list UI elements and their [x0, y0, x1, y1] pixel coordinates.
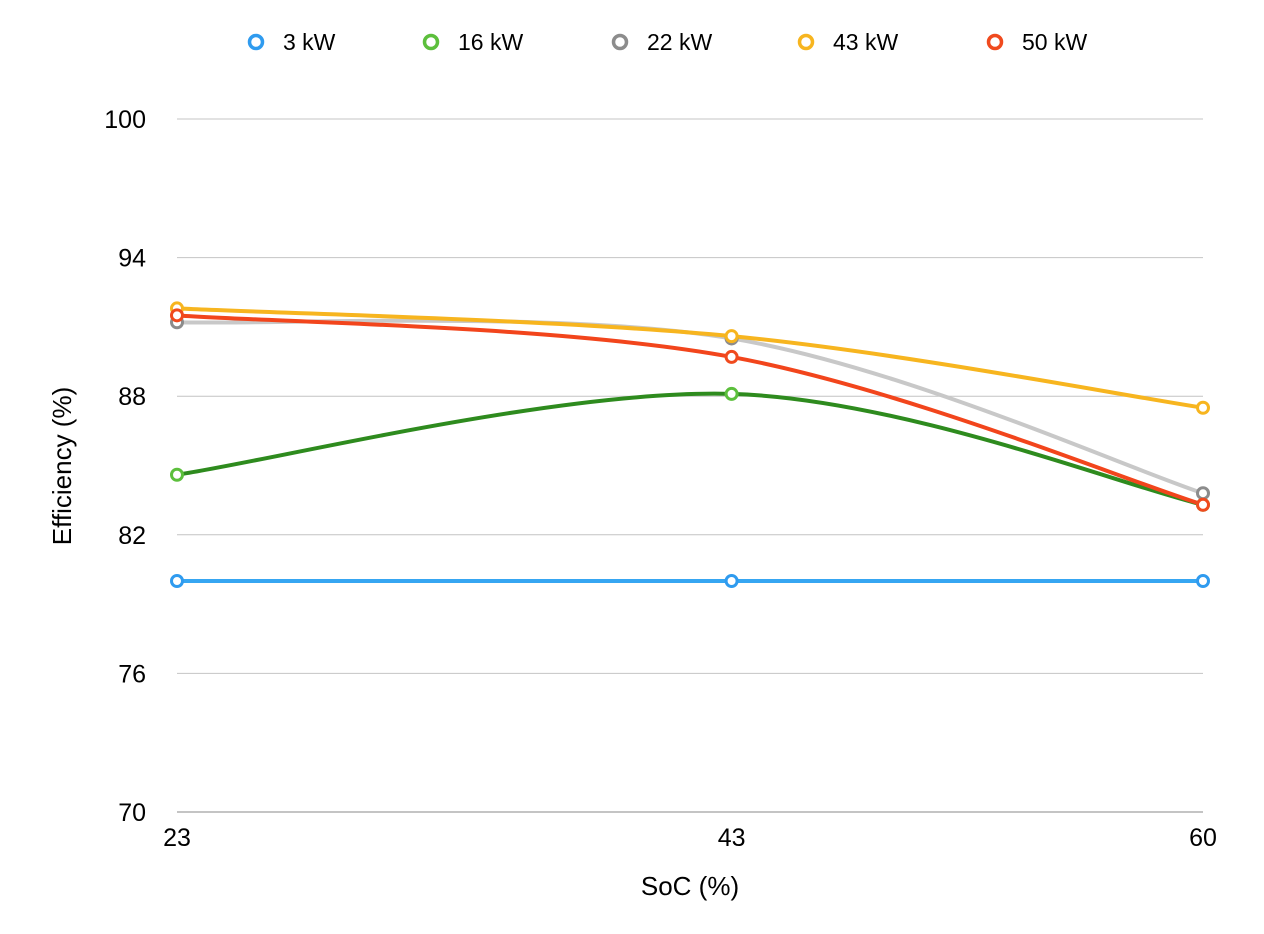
data-point-3-kw: [1196, 574, 1210, 588]
legend-marker-3-kw: [247, 33, 265, 51]
data-point-16-kw: [724, 386, 739, 401]
data-point-3-kw: [170, 574, 184, 588]
data-point-50-kw: [1196, 497, 1210, 512]
series-lines: [175, 306, 1205, 584]
x-axis-title: SoC (%): [641, 871, 739, 901]
legend-label-3-kw: 3 kW: [283, 29, 336, 55]
legend-label-22-kw: 22 kW: [647, 29, 712, 55]
legend-label-50-kw: 50 kW: [1022, 29, 1087, 55]
gridlines: [177, 118, 1203, 813]
x-tick-label: 60: [1189, 824, 1217, 852]
legend-label-43-kw: 43 kW: [833, 29, 898, 55]
data-point-22-kw: [1196, 486, 1210, 501]
y-axis-title: Efficiency (%): [47, 387, 77, 545]
y-tick-label: 70: [118, 799, 146, 827]
legend-label-16-kw: 16 kW: [458, 29, 523, 55]
data-point-3-kw: [724, 574, 739, 588]
data-point-50-kw: [724, 349, 739, 364]
legend-marker-50-kw: [986, 33, 1004, 51]
legend-marker-22-kw: [611, 33, 629, 51]
y-tick-label: 94: [118, 245, 146, 273]
legend-marker-43-kw: [797, 33, 815, 51]
data-point-43-kw: [724, 329, 739, 344]
x-tick-label: 43: [718, 824, 746, 852]
data-point-16-kw: [170, 467, 184, 482]
data-point-43-kw: [1196, 400, 1210, 415]
y-axis-ticks: 70 76 82 88 94 100: [104, 106, 146, 827]
series-markers: [170, 301, 1210, 588]
legend: 3 kW 16 kW 22 kW 43 kW 50 kW: [247, 29, 1087, 55]
data-point-50-kw: [170, 308, 184, 323]
legend-marker-16-kw: [422, 33, 440, 51]
x-axis-ticks: 23 43 60: [163, 824, 1217, 852]
y-tick-label: 82: [118, 522, 146, 550]
x-tick-label: 23: [163, 824, 191, 852]
y-tick-label: 76: [118, 660, 146, 688]
series-line-22-kw: [175, 318, 1205, 496]
y-tick-label: 100: [104, 106, 146, 134]
series-line-50-kw: [175, 313, 1205, 507]
y-tick-label: 88: [118, 383, 146, 411]
